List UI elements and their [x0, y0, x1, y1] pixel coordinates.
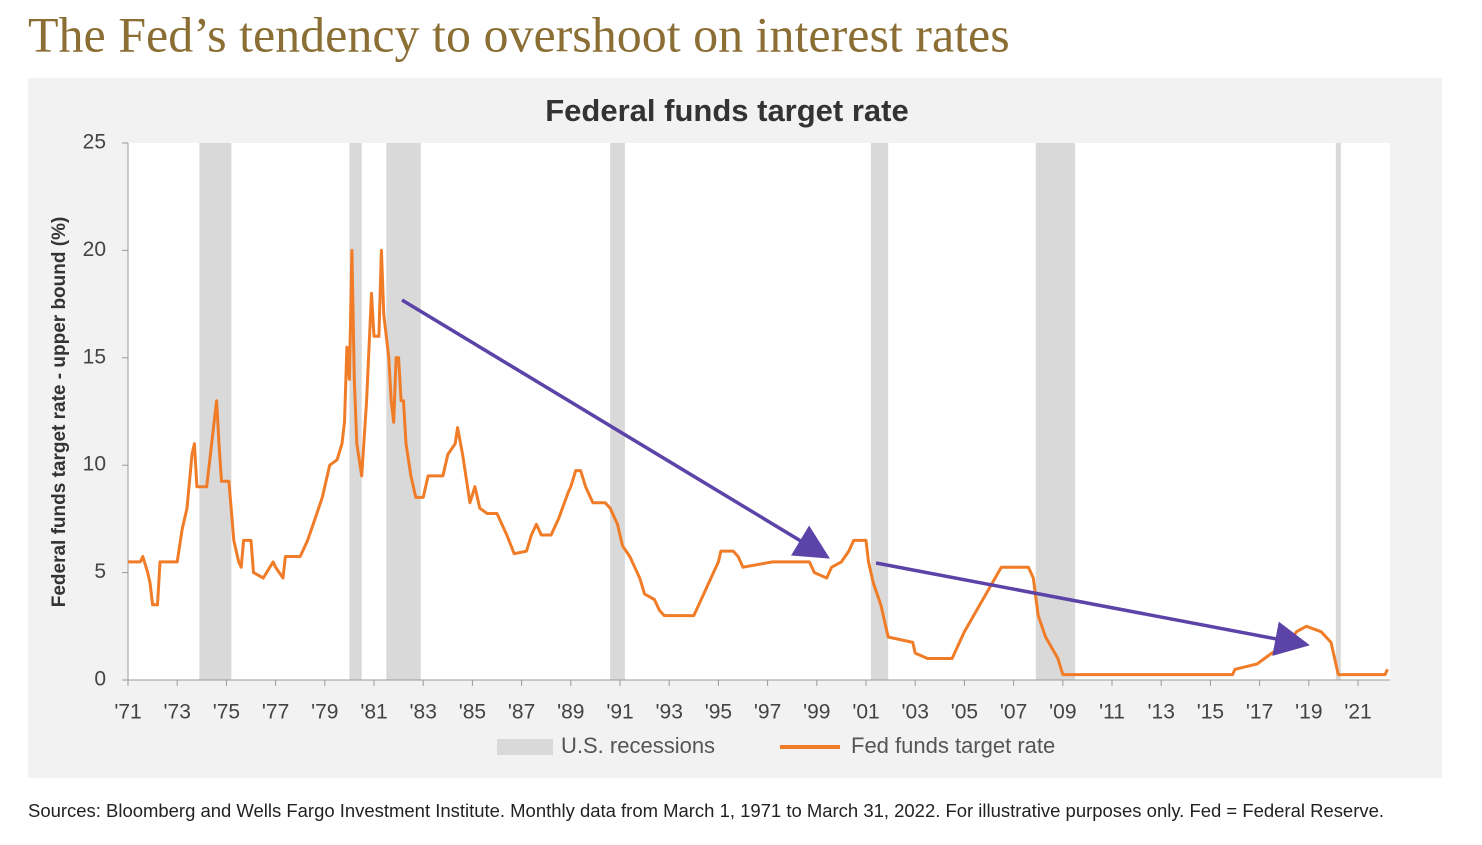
- x-tick-label: '97: [754, 701, 781, 724]
- chart-title: Federal funds target rate: [545, 93, 908, 128]
- x-tick-label: '03: [902, 701, 929, 724]
- x-tick-label: '87: [508, 701, 535, 724]
- recession-band: [870, 143, 889, 680]
- legend-label: U.S. recessions: [561, 733, 715, 758]
- y-tick-label: 20: [83, 238, 106, 261]
- x-tick-label: '01: [852, 701, 879, 724]
- x-tick-label: '11: [1099, 701, 1125, 724]
- x-tick-label: '71: [114, 701, 141, 724]
- x-tick-label: '89: [557, 701, 584, 724]
- x-tick-label: '15: [1197, 701, 1224, 724]
- y-tick-label: 25: [83, 131, 106, 154]
- trend-arrow: [875, 561, 1310, 656]
- x-tick-label: '75: [213, 701, 240, 724]
- x-tick-label: '83: [410, 701, 437, 724]
- y-tick-label: 5: [94, 560, 106, 583]
- x-tick-label: '91: [606, 701, 633, 724]
- x-tick-label: '99: [803, 701, 830, 724]
- x-tick-label: '79: [311, 701, 338, 724]
- source-note: Sources: Bloomberg and Wells Fargo Inves…: [28, 801, 1384, 821]
- y-tick-label: 10: [83, 453, 106, 476]
- x-tick-label: '93: [656, 701, 683, 724]
- y-tick-label: 15: [83, 345, 106, 368]
- y-tick-label: 0: [94, 668, 106, 691]
- x-tick-label: '09: [1049, 701, 1076, 724]
- legend-label: Fed funds target rate: [851, 733, 1055, 758]
- recession-band: [1035, 143, 1076, 680]
- x-tick-label: '17: [1246, 701, 1273, 724]
- x-tick-label: '85: [459, 701, 486, 724]
- y-axis-label: Federal funds target rate - upper bound …: [49, 217, 70, 608]
- legend-swatch-recessions: [497, 739, 553, 755]
- x-tick-label: '13: [1148, 701, 1175, 724]
- x-tick-label: '19: [1295, 701, 1322, 724]
- x-tick-label: '73: [164, 701, 191, 724]
- page-title: The Fed’s tendency to overshoot on inter…: [28, 6, 1010, 62]
- x-tick-label: '07: [1000, 701, 1027, 724]
- x-tick-label: '21: [1344, 701, 1371, 724]
- rate-line: [128, 248, 1389, 677]
- x-tick-label: '95: [705, 701, 732, 724]
- recession-band: [610, 143, 625, 680]
- plot-area: [128, 143, 1390, 680]
- x-tick-label: '81: [360, 701, 387, 724]
- recession-band: [1335, 143, 1341, 680]
- x-tick-label: '05: [951, 701, 978, 724]
- trend-arrow: [401, 298, 830, 559]
- x-tick-label: '77: [262, 701, 289, 724]
